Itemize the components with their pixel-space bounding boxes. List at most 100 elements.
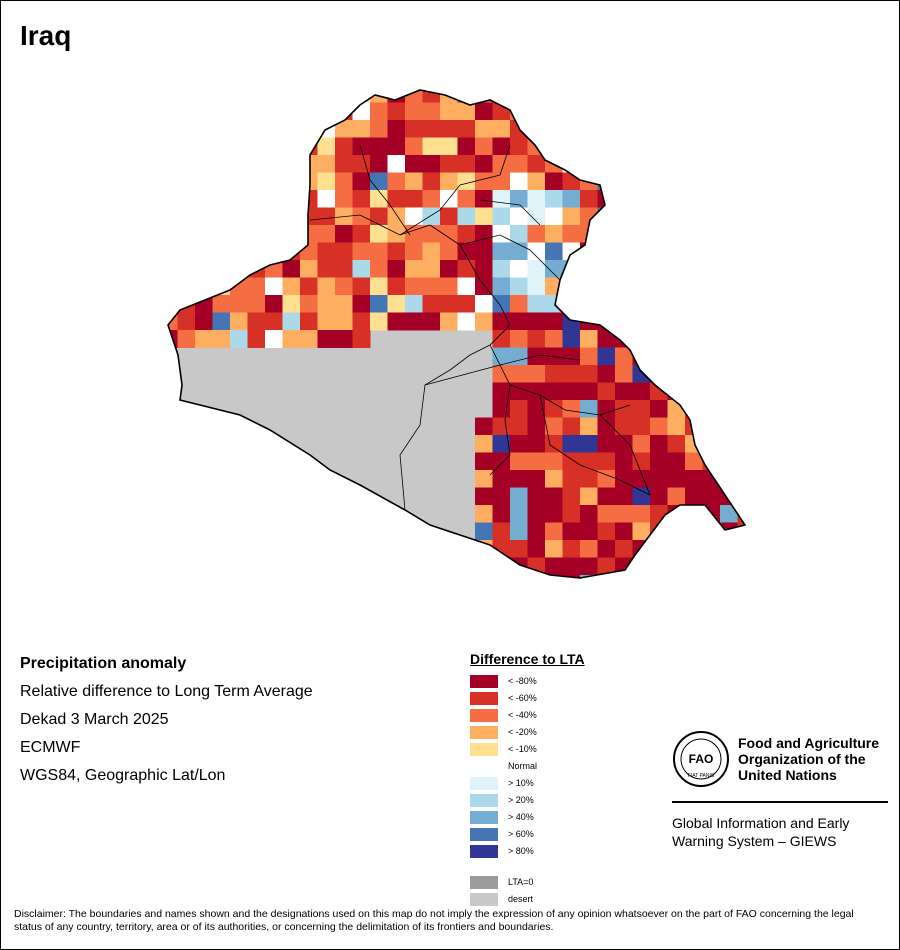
anomaly-cell <box>720 330 738 348</box>
anomaly-cell <box>352 120 371 138</box>
anomaly-cell <box>212 207 231 226</box>
anomaly-cell <box>510 575 528 578</box>
legend-swatch <box>470 692 498 705</box>
anomaly-cell <box>317 155 336 173</box>
anomaly-cell <box>440 295 458 313</box>
anomaly-cell <box>370 172 388 191</box>
anomaly-cell <box>282 172 301 191</box>
anomaly-cell <box>352 172 371 191</box>
anomaly-cell <box>702 225 721 243</box>
anomaly-cell <box>615 487 633 506</box>
anomaly-cell <box>387 155 406 173</box>
anomaly-cell <box>667 330 686 348</box>
anomaly-cell <box>632 102 651 121</box>
anomaly-cell <box>282 207 301 226</box>
anomaly-cell <box>195 172 213 191</box>
anomaly-cell <box>177 137 196 156</box>
anomaly-cell <box>527 365 546 383</box>
anomaly-cell <box>650 207 668 226</box>
anomaly-cell <box>685 347 703 366</box>
anomaly-cell <box>527 120 546 138</box>
anomaly-cell <box>597 557 616 576</box>
fao-logo-icon: FAO FIAT PANIS <box>673 731 729 787</box>
anomaly-cell <box>632 452 651 471</box>
anomaly-cell <box>405 242 423 261</box>
anomaly-cell <box>405 172 423 191</box>
anomaly-cell <box>632 330 651 348</box>
anomaly-cell <box>702 417 721 436</box>
anomaly-cell <box>457 312 476 331</box>
anomaly-cell <box>335 260 353 278</box>
anomaly-cell <box>195 242 213 261</box>
anomaly-cell <box>562 190 581 208</box>
anomaly-cell <box>510 312 528 331</box>
anomaly-cell <box>667 277 686 296</box>
anomaly-cell <box>615 190 633 208</box>
anomaly-cell <box>510 260 528 278</box>
anomaly-cell <box>247 207 266 226</box>
anomaly-cell <box>615 155 633 173</box>
anomaly-cell <box>720 522 738 541</box>
legend-label: > 10% <box>508 778 534 788</box>
anomaly-cell <box>702 207 721 226</box>
anomaly-cell <box>177 312 196 331</box>
anomaly-cell <box>702 435 721 453</box>
anomaly-cell <box>527 400 546 418</box>
anomaly-cell <box>702 522 721 541</box>
anomaly-cell <box>317 172 336 191</box>
anomaly-cell <box>492 242 511 261</box>
legend-swatch <box>470 777 498 790</box>
anomaly-cell <box>300 295 318 313</box>
anomaly-cell <box>265 207 283 226</box>
anomaly-cell <box>685 557 703 576</box>
fao-name-line: Organization of the <box>738 751 866 767</box>
anomaly-cell <box>265 312 283 331</box>
anomaly-cell <box>510 487 528 506</box>
anomaly-cell <box>352 260 371 278</box>
anomaly-cell <box>282 102 301 121</box>
anomaly-cell <box>317 225 336 243</box>
anomaly-cell <box>632 470 651 488</box>
anomaly-cell <box>265 172 283 191</box>
anomaly-cell <box>492 365 511 383</box>
anomaly-cell <box>702 90 721 103</box>
anomaly-cell <box>720 382 738 401</box>
legend-item: < -60% <box>470 690 630 707</box>
anomaly-cell <box>440 120 458 138</box>
anomaly-cell <box>702 365 721 383</box>
anomaly-cell <box>168 207 178 226</box>
anomaly-cell <box>685 277 703 296</box>
anomaly-cell <box>737 120 745 138</box>
anomaly-cell <box>405 137 423 156</box>
anomaly-cell <box>335 90 353 103</box>
anomaly-cell <box>492 260 511 278</box>
anomaly-cell <box>475 242 493 261</box>
fao-name-line: United Nations <box>738 767 837 783</box>
legend-label: > 80% <box>508 846 534 856</box>
anomaly-cell <box>230 137 248 156</box>
anomaly-cell <box>632 207 651 226</box>
anomaly-cell <box>510 190 528 208</box>
anomaly-cell <box>422 242 441 261</box>
anomaly-cell <box>457 225 476 243</box>
anomaly-cell <box>265 90 283 103</box>
anomaly-cell <box>702 487 721 506</box>
anomaly-cell <box>370 120 388 138</box>
anomaly-cell <box>177 242 196 261</box>
anomaly-cell <box>597 452 616 471</box>
anomaly-cell <box>632 575 651 578</box>
anomaly-cell <box>685 155 703 173</box>
anomaly-cell <box>335 120 353 138</box>
anomaly-cell <box>370 242 388 261</box>
anomaly-cell <box>702 102 721 121</box>
anomaly-cell <box>492 470 511 488</box>
anomaly-cell <box>580 557 598 576</box>
anomaly-cell <box>177 207 196 226</box>
anomaly-cell <box>352 330 371 348</box>
anomaly-cell <box>510 435 528 453</box>
anomaly-cell <box>545 470 563 488</box>
anomaly-cell <box>615 242 633 261</box>
anomaly-cell <box>352 102 371 121</box>
anomaly-cell <box>562 470 581 488</box>
anomaly-cell <box>457 137 476 156</box>
